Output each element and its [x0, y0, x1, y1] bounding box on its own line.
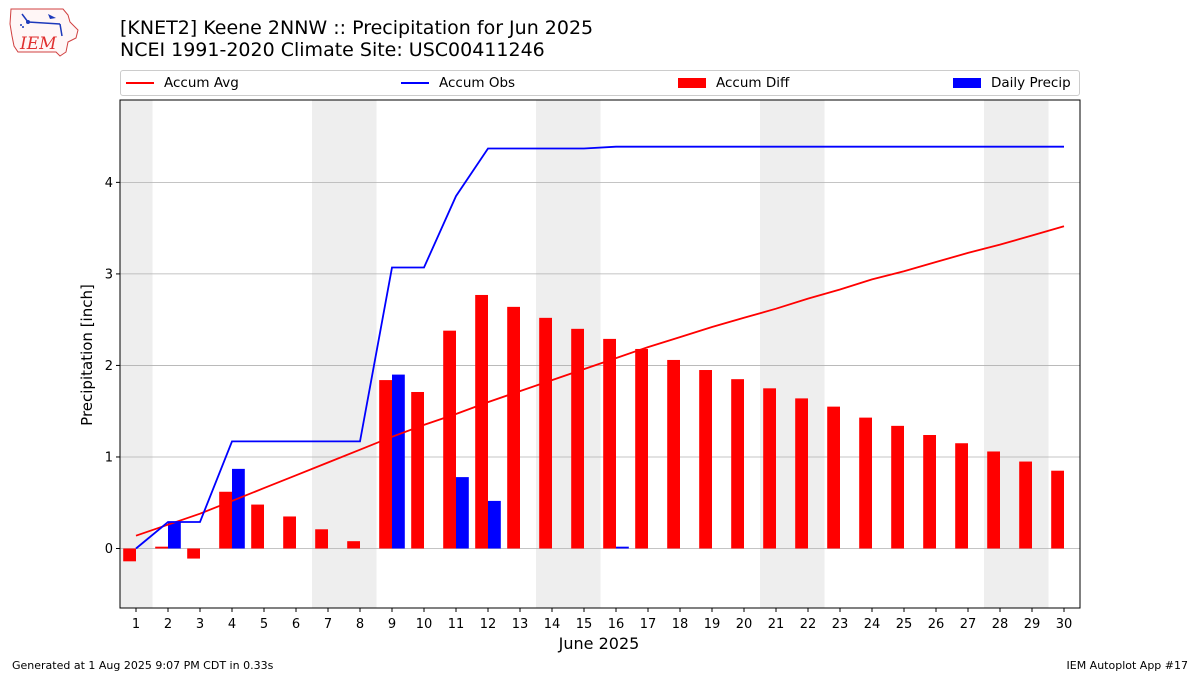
y-tick-label: 3	[105, 267, 113, 282]
chart-legend: Accum Avg Accum Obs Accum Diff Daily Pre…	[120, 70, 1080, 96]
accum-diff-bar	[1051, 470, 1064, 549]
x-tick-label: 20	[736, 617, 753, 632]
accum-diff-bar	[987, 451, 1000, 549]
accum-diff-bar	[859, 417, 872, 549]
accum-diff-bar	[475, 294, 488, 549]
app-credit: IEM Autoplot App #17	[1066, 659, 1189, 672]
legend-item-daily-precip: Daily Precip	[953, 74, 1071, 92]
x-tick-label: 15	[576, 617, 593, 632]
y-tick-label: 2	[105, 359, 113, 374]
accum-diff-bar	[667, 359, 680, 549]
accum-diff-bar	[635, 348, 648, 549]
x-tick-label: 30	[1056, 617, 1073, 632]
accum-diff-bar	[955, 443, 968, 549]
accum-diff-bar	[923, 435, 936, 549]
x-tick-label: 28	[992, 617, 1009, 632]
chart-title: [KNET2] Keene 2NNW :: Precipitation for …	[120, 17, 594, 39]
accum-diff-bar	[571, 328, 584, 549]
x-tick-label: 18	[672, 617, 689, 632]
logo-text: IEM	[19, 34, 57, 54]
chart-subtitle: NCEI 1991-2020 Climate Site: USC00411246	[120, 39, 545, 61]
x-tick-label: 10	[416, 617, 433, 632]
weekend-band	[344, 100, 377, 608]
accum-diff-bar	[315, 529, 328, 549]
legend-label: Accum Obs	[439, 75, 516, 91]
accum-diff-bar	[187, 548, 200, 559]
accum-diff-bar	[763, 388, 776, 549]
x-tick-label: 8	[356, 617, 364, 632]
x-tick-label: 29	[1024, 617, 1041, 632]
x-tick-label: 23	[832, 617, 849, 632]
legend-swatch	[126, 82, 154, 84]
y-tick-label: 1	[105, 450, 113, 465]
x-tick-label: 9	[388, 617, 396, 632]
accum-diff-bar	[699, 370, 712, 549]
legend-label: Daily Precip	[991, 75, 1071, 91]
x-tick-label: 7	[324, 617, 332, 632]
daily-precip-bar	[392, 374, 405, 549]
accum-avg-line	[135, 225, 1065, 537]
accum-diff-bar	[795, 398, 808, 549]
accum-diff-bar	[891, 425, 904, 549]
accum-diff-bar	[603, 338, 616, 549]
weekend-band	[120, 100, 153, 608]
x-tick-label: 24	[864, 617, 881, 632]
x-tick-label: 1	[132, 617, 140, 632]
daily-precip-bar	[488, 500, 501, 549]
accum-diff-bar	[731, 379, 744, 549]
accum-diff-bar	[155, 546, 168, 549]
x-tick-label: 22	[800, 617, 817, 632]
x-tick-label: 12	[480, 617, 497, 632]
accum-diff-bar	[827, 406, 840, 549]
x-tick-label: 17	[640, 617, 657, 632]
accum-obs-line	[135, 145, 1064, 550]
legend-item-accum-avg: Accum Avg	[126, 74, 239, 92]
accum-diff-bar	[347, 541, 360, 549]
accum-diff-bar	[379, 380, 392, 549]
x-tick-label: 2	[164, 617, 172, 632]
x-tick-label: 27	[960, 617, 977, 632]
daily-precip-bar	[456, 477, 469, 549]
legend-label: Accum Avg	[164, 75, 239, 91]
x-axis-label: June 2025	[558, 634, 640, 653]
iem-logo: IEM	[9, 8, 79, 57]
accum-diff-bar	[1019, 461, 1032, 549]
x-tick-label: 4	[228, 617, 236, 632]
legend-swatch	[401, 82, 429, 84]
legend-swatch	[678, 78, 706, 88]
accum-diff-bar	[283, 516, 296, 549]
accum-diff-bar	[411, 391, 424, 549]
y-axis-label: Precipitation [inch]	[78, 284, 96, 426]
generated-timestamp: Generated at 1 Aug 2025 9:07 PM CDT in 0…	[12, 659, 274, 672]
legend-item-accum-obs: Accum Obs	[401, 74, 515, 92]
accum-diff-bar	[539, 317, 552, 549]
x-tick-label: 5	[260, 617, 268, 632]
accum-diff-bar	[507, 306, 520, 549]
accum-diff-bar	[443, 330, 456, 549]
x-tick-label: 19	[704, 617, 721, 632]
x-tick-label: 3	[196, 617, 204, 632]
x-tick-label: 14	[544, 617, 561, 632]
x-tick-label: 6	[292, 617, 300, 632]
x-tick-label: 25	[896, 617, 913, 632]
legend-label: Accum Diff	[716, 75, 790, 91]
legend-swatch	[953, 78, 981, 88]
x-tick-label: 13	[512, 617, 529, 632]
y-tick-label: 0	[105, 542, 113, 557]
daily-precip-bar	[616, 546, 629, 549]
accum-diff-bar	[123, 548, 136, 562]
plot-frame	[119, 99, 1081, 609]
x-tick-label: 21	[768, 617, 785, 632]
weekend-band	[312, 100, 345, 608]
legend-item-accum-diff: Accum Diff	[678, 74, 789, 92]
x-tick-label: 16	[608, 617, 625, 632]
accum-diff-bar	[219, 491, 232, 549]
x-tick-label: 11	[448, 617, 465, 632]
daily-precip-bar	[168, 521, 181, 549]
y-tick-label: 4	[105, 176, 113, 191]
daily-precip-bar	[232, 468, 245, 549]
x-tick-label: 26	[928, 617, 945, 632]
accum-diff-bar	[251, 504, 264, 549]
